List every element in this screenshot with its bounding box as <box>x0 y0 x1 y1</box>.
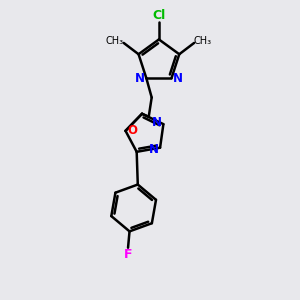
Text: N: N <box>152 116 162 129</box>
Text: N: N <box>148 143 158 156</box>
Text: F: F <box>124 248 132 261</box>
Text: N: N <box>135 72 145 85</box>
Text: N: N <box>173 72 183 85</box>
Text: CH₃: CH₃ <box>194 36 212 46</box>
Text: O: O <box>127 124 137 137</box>
Text: Cl: Cl <box>152 9 166 22</box>
Text: CH₃: CH₃ <box>106 36 124 46</box>
